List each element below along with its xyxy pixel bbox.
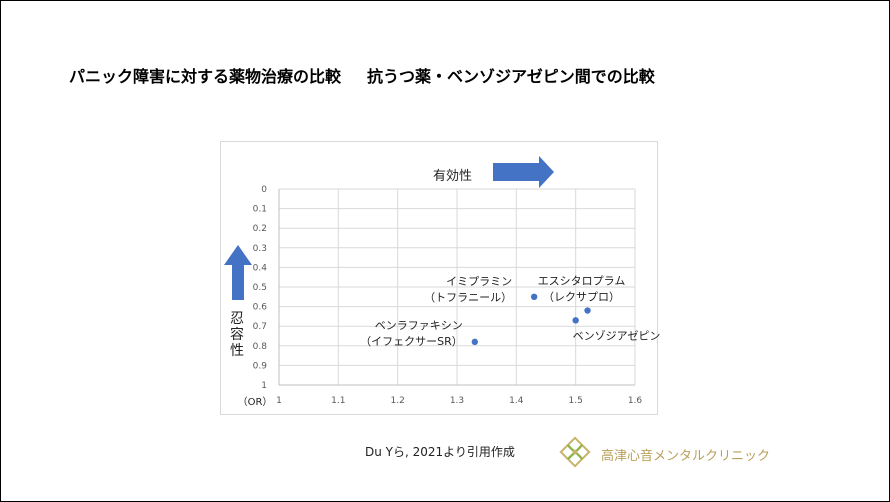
point-sublabel: （イフェクサーSR） [360, 335, 463, 348]
title-left: パニック障害に対する薬物治療の比較 [69, 67, 342, 86]
point-sublabel: （レクサプロ） [543, 291, 620, 304]
x-tick-label: 1 [276, 396, 282, 406]
data-point [471, 338, 478, 346]
y-tick-label: 0.4 [253, 263, 268, 273]
point-label: エスシタロプラム [538, 275, 626, 288]
point-label: ベンゾジアゼピン [573, 329, 661, 342]
y-tick-label: 0.1 [253, 205, 267, 215]
data-point [584, 307, 591, 314]
y-tick-label: 0.2 [253, 224, 267, 234]
y-tick-label: 0 [261, 185, 267, 195]
y-axis-title-char: 性 [230, 343, 244, 359]
y-axis-title-char: 容 [230, 326, 244, 343]
y-axis-unit: （OR） [238, 396, 273, 408]
x-tick-label: 1.6 [628, 396, 643, 406]
slide-title: パニック障害に対する薬物治療の比較 抗うつ薬・ベンゾジアゼピン間での比較 [69, 63, 655, 87]
y-tick-label: 0.9 [253, 361, 268, 371]
y-tick-label: 0.3 [253, 244, 267, 254]
point-label: イミプラミン [446, 275, 512, 288]
right-arrow-icon [493, 156, 554, 188]
clinic-name: 高津心音メンタルクリニック [601, 449, 771, 464]
x-tick-label: 1.5 [569, 396, 583, 406]
y-tick-label: 0.7 [253, 322, 267, 332]
y-tick-label: 0.8 [253, 342, 268, 352]
x-tick-label: 1.2 [391, 396, 405, 406]
y-axis-title-char: 忍 [230, 311, 244, 327]
point-label: ベンラファキシン [375, 319, 463, 332]
y-tick-label: 0.6 [253, 303, 268, 313]
citation: Du Yら, 2021より引用作成 [365, 445, 515, 459]
clinic-logo-icon [559, 436, 591, 468]
x-tick-label: 1.3 [450, 396, 464, 406]
y-tick-label: 0.5 [253, 283, 267, 293]
title-right: 抗うつ薬・ベンゾジアゼピン間での比較 [367, 67, 655, 86]
up-arrow-icon [224, 245, 252, 300]
x-tick-label: 1.4 [509, 396, 524, 406]
point-sublabel: （トフラニール） [424, 291, 512, 304]
y-tick-label: 1 [261, 381, 267, 391]
data-point [572, 317, 579, 324]
chart-frame [220, 141, 658, 415]
x-axis-title: 有効性 [433, 169, 472, 184]
data-point [530, 293, 538, 300]
x-tick-label: 1.1 [331, 396, 345, 406]
